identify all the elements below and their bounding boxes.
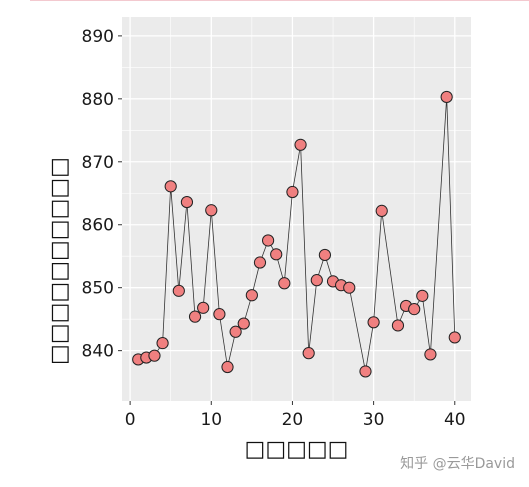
y-axis-title: □□□□□□□□□□ <box>47 157 72 365</box>
data-point <box>245 289 258 302</box>
data-point <box>359 365 372 378</box>
data-point <box>440 90 453 104</box>
data-point <box>221 360 234 374</box>
top-border-line <box>30 0 529 1</box>
data-point <box>302 347 315 360</box>
major-gridlines <box>122 17 471 401</box>
data-point <box>205 204 218 217</box>
x-tick-label: 10 <box>200 410 222 430</box>
y-tick-label: 860 <box>82 216 114 236</box>
data-point <box>448 331 461 344</box>
data-points <box>132 90 461 378</box>
data-point <box>286 185 299 199</box>
x-tick-labels: 0 10 20 30 40 <box>125 410 466 430</box>
data-point <box>408 302 421 316</box>
data-point <box>318 248 332 262</box>
data-point <box>253 256 267 269</box>
x-tick-label: 40 <box>444 410 466 430</box>
data-point <box>213 308 226 321</box>
data-point <box>156 336 169 350</box>
x-tick-label: 20 <box>282 410 304 430</box>
x-axis-title: □□□□□ <box>245 437 349 462</box>
data-point <box>270 248 283 261</box>
y-tick-label: 880 <box>82 90 114 110</box>
data-point <box>367 316 380 329</box>
minor-gridlines <box>122 17 471 401</box>
data-point <box>180 195 194 209</box>
y-tick-label: 850 <box>82 279 114 299</box>
data-point <box>416 289 429 302</box>
y-tick-label: 870 <box>82 153 114 173</box>
data-point <box>164 180 177 193</box>
y-tick-labels: 840 850 860 870 880 890 <box>82 27 114 362</box>
data-point <box>229 325 242 338</box>
axis-ticks <box>118 35 456 405</box>
data-point <box>237 317 250 330</box>
data-point <box>148 349 161 362</box>
data-point <box>294 138 307 151</box>
data-point <box>172 284 185 297</box>
data-point <box>391 319 405 332</box>
data-point <box>278 277 291 290</box>
data-point <box>343 281 356 294</box>
y-tick-label: 840 <box>82 342 114 362</box>
y-tick-label: 890 <box>82 27 114 47</box>
data-point <box>188 310 202 323</box>
x-tick-label: 0 <box>125 410 136 430</box>
data-point <box>261 234 275 247</box>
data-point <box>310 274 323 287</box>
data-point <box>375 204 388 217</box>
plot-panel <box>122 17 471 401</box>
watermark: 知乎 @云华David <box>400 456 515 472</box>
data-point <box>424 348 437 361</box>
data-point <box>197 301 210 314</box>
x-tick-label: 30 <box>363 410 385 430</box>
